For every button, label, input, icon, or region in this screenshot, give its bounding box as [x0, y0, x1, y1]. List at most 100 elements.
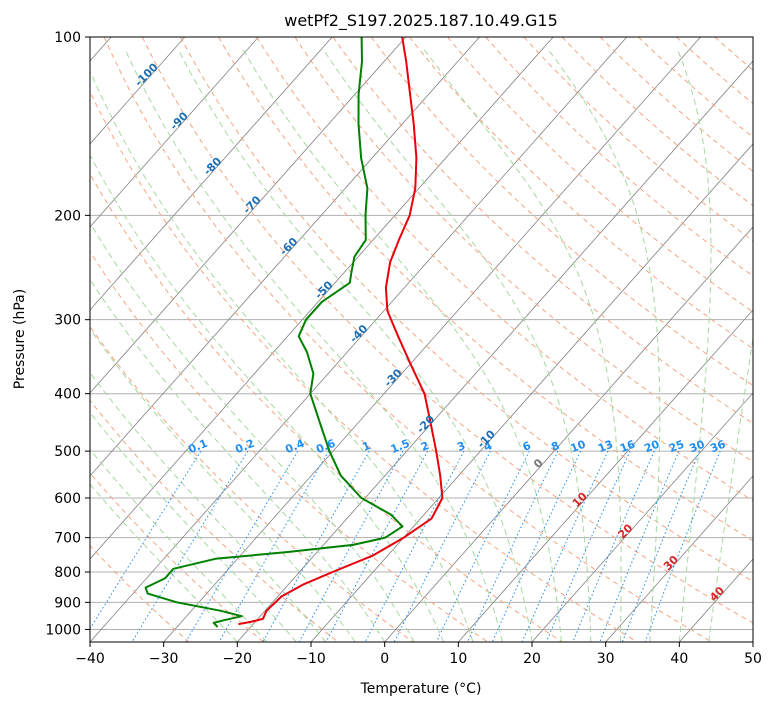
- mixing-ratio-label: 13: [596, 438, 615, 456]
- dry-adiabat-line: [714, 37, 753, 71]
- y-tick-label: 600: [54, 491, 81, 507]
- y-axis-label: Pressure (hPa): [12, 289, 28, 389]
- x-tick-label: −40: [75, 651, 105, 667]
- moist-adiabat-line: [547, 49, 661, 642]
- moist-adiabat-line: [90, 327, 356, 642]
- moist-adiabat-line: [90, 154, 445, 642]
- dry-adiabat-line: [256, 37, 753, 502]
- mixing-ratio-line: [599, 450, 680, 642]
- dry-adiabat-line: [90, 250, 488, 642]
- isotherm-line: [90, 37, 628, 642]
- dry-adiabat-label: -30: [382, 366, 405, 389]
- dry-adiabat-line: [561, 37, 753, 207]
- dry-adiabat-line: [332, 37, 753, 424]
- moist-adiabat-line: [90, 69, 474, 642]
- mixing-ratio-line: [521, 450, 609, 642]
- isotherm-line: [752, 641, 753, 642]
- dry-adiabat-line: [485, 37, 753, 277]
- mixing-ratio-label: 20: [642, 437, 661, 455]
- isotherm-line: [90, 37, 480, 477]
- dry-adiabat-line: [90, 90, 638, 642]
- x-tick-label: 50: [744, 651, 762, 667]
- moist-adiabat-label: 10: [570, 490, 590, 510]
- dry-adiabat-label: -10: [475, 427, 498, 450]
- moist-adiabat-line: [90, 448, 268, 642]
- moist-adiabat-line: [177, 49, 533, 642]
- dry-adiabat-line: [523, 37, 753, 242]
- x-tick-label: −30: [149, 651, 179, 667]
- mixing-ratio-label: 1: [360, 439, 372, 454]
- moist-adiabat-line: [708, 334, 753, 642]
- y-tick-label: 300: [54, 313, 81, 329]
- dry-adiabat-line: [676, 37, 753, 105]
- isotherm-line: [90, 37, 333, 311]
- dry-adiabat-line: [218, 37, 753, 542]
- dry-adiabat-line: [599, 37, 753, 172]
- x-tick-label: 30: [597, 651, 615, 667]
- x-tick-label: 40: [670, 651, 688, 667]
- mixing-ratio-line: [435, 450, 530, 642]
- mixing-ratio-line: [393, 450, 491, 642]
- mixing-ratio-label: 25: [667, 438, 686, 456]
- mixing-ratio-label: 0.1: [187, 437, 210, 456]
- mixing-ratio-line: [325, 450, 429, 642]
- y-tick-label: 100: [54, 30, 81, 46]
- dry-adiabat-line: [180, 37, 753, 583]
- dry-adiabat-line: [141, 37, 753, 624]
- isotherm-line: [163, 37, 701, 642]
- mixing-ratio-line: [621, 450, 700, 642]
- axis-ticks: −40 −30 −20 −10 0 10 20 30 40 5010020030040050060…: [45, 30, 762, 667]
- mixing-ratio-label: 0.6: [314, 437, 337, 456]
- dry-adiabat-line: [752, 37, 753, 38]
- mixing-ratio-label: 8: [549, 439, 561, 454]
- profile-lines: [144, 37, 444, 628]
- moist-adiabat-line: [423, 49, 622, 642]
- y-tick-label: 800: [54, 565, 81, 581]
- dry-adiabat-line: [447, 37, 753, 313]
- dry-adiabat-label: -40: [347, 322, 370, 345]
- moist-adiabat-label: 40: [707, 584, 727, 604]
- dry-adiabat-line: [90, 172, 563, 642]
- y-tick-label: 700: [54, 531, 81, 547]
- y-tick-label: 200: [54, 208, 81, 224]
- moist-adiabat-label: 0: [531, 456, 546, 471]
- dry-adiabat-line: [294, 37, 753, 463]
- dry-adiabat-label: -60: [277, 235, 300, 258]
- y-tick-label: 400: [54, 387, 81, 403]
- dry-adiabat-label: -50: [312, 278, 335, 301]
- dry-adiabat-label: -90: [168, 109, 191, 132]
- mixing-ratio-line: [572, 450, 655, 642]
- mixing-ratio-label: 16: [618, 437, 637, 455]
- mixing-ratio-line: [491, 450, 582, 642]
- mixing-ratio-line: [364, 450, 465, 642]
- mixing-ratio-label: 3: [455, 439, 467, 454]
- moist-adiabat-line: [242, 49, 562, 642]
- moist-adiabat-line: [90, 371, 327, 642]
- isotherm-line: [384, 226, 753, 642]
- dry-adiabat-line: [638, 37, 753, 138]
- chart-title: wetPf2_S197.2025.187.10.49.G15: [284, 11, 558, 31]
- dry-adiabat-line: [409, 37, 753, 350]
- moist-adiabat-line: [90, 221, 415, 642]
- mixing-ratio-label: 2: [419, 439, 431, 454]
- dry-adiabat-label: -70: [240, 193, 263, 216]
- moist-adiabat-label: 20: [615, 521, 635, 541]
- isotherm-line: [458, 309, 753, 642]
- isotherm-line: [90, 37, 186, 145]
- dry-adiabat-line: [90, 544, 190, 642]
- y-tick-label: 900: [54, 595, 81, 611]
- moist-adiabat-line: [322, 49, 592, 642]
- moist-adiabat-line: [90, 411, 297, 642]
- y-tick-label: 1000: [45, 622, 81, 638]
- mixing-ratio-label: 0.4: [283, 437, 306, 456]
- mixing-ratio-line: [545, 450, 631, 642]
- mixing-ratio-line: [467, 450, 559, 642]
- dry-adiabat-line: [90, 325, 414, 642]
- isotherm-line: [605, 475, 753, 642]
- dry-adiabat-label: -20: [414, 412, 437, 435]
- isotherm-line: [90, 37, 554, 560]
- temperature-line: [238, 37, 444, 626]
- moist-adiabat-line: [677, 49, 712, 642]
- isotherm-line: [237, 60, 753, 642]
